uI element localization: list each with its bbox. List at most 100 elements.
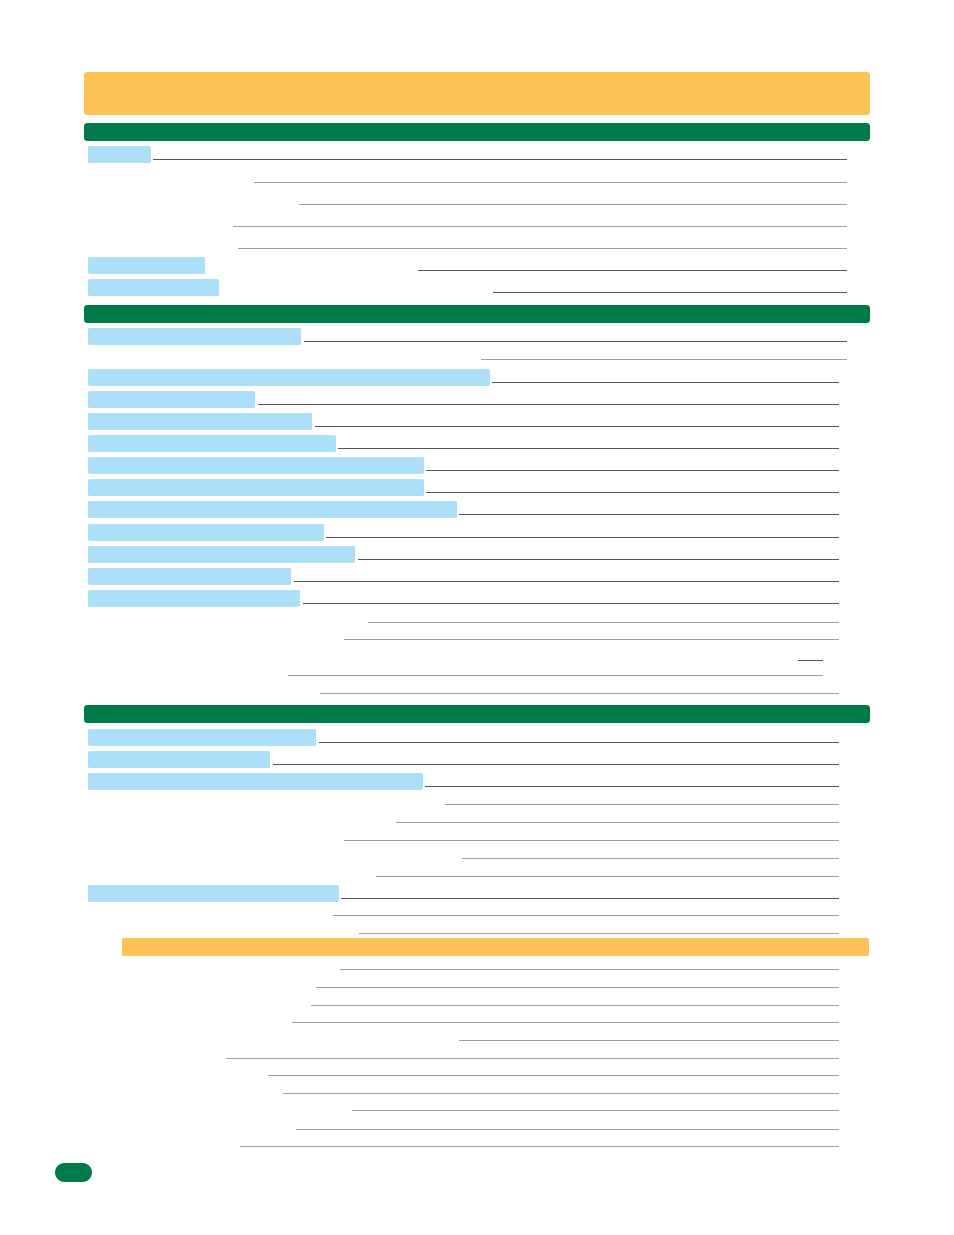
toc-entry — [0, 501, 954, 521]
leader-line — [233, 226, 847, 227]
toc-entry-label — [88, 885, 339, 902]
toc-entry — [0, 848, 954, 868]
leader-line — [294, 581, 839, 582]
toc-entry — [0, 866, 954, 886]
toc-entry — [0, 257, 954, 277]
leader-line — [226, 1058, 839, 1059]
toc-entry — [0, 1065, 954, 1085]
toc-entry-label — [88, 751, 270, 768]
section-heading-1 — [84, 123, 870, 141]
toc-entry — [0, 773, 954, 793]
leader-line — [320, 693, 839, 694]
leader-line — [396, 822, 839, 823]
leader-line — [493, 292, 847, 293]
leader-line — [492, 382, 839, 383]
toc-entry — [0, 413, 954, 433]
leader-line — [481, 359, 847, 360]
toc-entry — [0, 612, 954, 632]
toc-entry-label — [88, 279, 219, 296]
toc-entry — [0, 959, 954, 979]
toc-entry — [0, 172, 954, 192]
toc-entry — [0, 524, 954, 544]
leader-line — [333, 915, 839, 916]
toc-entry-label — [88, 413, 312, 430]
leader-line — [153, 159, 847, 160]
toc-entry-label — [88, 590, 300, 607]
toc-entry — [0, 194, 954, 214]
toc-entry — [0, 479, 954, 499]
toc-entry-label — [88, 391, 255, 408]
title-banner — [84, 72, 870, 115]
leader-line — [338, 448, 839, 449]
leader-line — [303, 603, 839, 604]
toc-entry — [0, 146, 954, 166]
toc-entry-label — [88, 546, 355, 563]
leader-line — [326, 537, 839, 538]
page-number-badge — [55, 1163, 92, 1182]
leader-line — [273, 764, 839, 765]
toc-entry — [0, 830, 954, 850]
toc-entry — [0, 794, 954, 814]
toc-entry — [0, 629, 954, 649]
leader-line — [462, 858, 839, 859]
leader-line — [445, 804, 839, 805]
leader-line — [292, 1022, 839, 1023]
toc-entry — [0, 349, 954, 369]
leader-line — [254, 182, 847, 183]
leader-line — [316, 987, 839, 988]
leader-line — [358, 559, 839, 560]
toc-entry — [0, 995, 954, 1015]
toc-entry — [0, 546, 954, 566]
subsection-heading — [122, 938, 869, 956]
toc-entry — [0, 369, 954, 389]
toc-entry — [0, 435, 954, 455]
toc-entry — [0, 1030, 954, 1050]
leader-line — [238, 248, 847, 249]
toc-entry — [0, 923, 954, 943]
section-heading-3 — [84, 705, 870, 723]
toc-entry — [0, 391, 954, 411]
leader-line — [311, 1005, 839, 1006]
toc-entry-label — [88, 501, 457, 518]
toc-entry — [0, 238, 954, 258]
toc-entry — [0, 977, 954, 997]
toc-entry-label — [88, 479, 424, 496]
leader-line — [299, 204, 847, 205]
toc-entry — [0, 885, 954, 905]
toc-entry-label — [88, 773, 423, 790]
leader-line — [418, 270, 847, 271]
toc-entry-label — [88, 568, 291, 585]
toc-entry-label — [88, 146, 151, 163]
toc-entry — [0, 1048, 954, 1068]
toc-entry — [0, 683, 954, 703]
toc-entry — [0, 1119, 954, 1139]
toc-entry — [0, 751, 954, 771]
toc-entry — [0, 590, 954, 610]
leader-line — [288, 675, 823, 676]
toc-entry — [0, 328, 954, 348]
leader-line — [296, 1129, 839, 1130]
toc-entry — [0, 279, 954, 299]
toc-entry-label — [88, 369, 490, 386]
leader-line — [426, 470, 839, 471]
leader-line — [344, 639, 839, 640]
leader-line — [283, 1093, 839, 1094]
toc-entry — [0, 729, 954, 749]
toc-entry — [0, 665, 954, 685]
leader-line — [344, 840, 839, 841]
toc-entry-label — [88, 457, 424, 474]
toc-entry-label — [88, 435, 336, 452]
leader-line — [258, 404, 839, 405]
toc-entry-label — [88, 524, 324, 541]
toc-entry — [0, 647, 954, 667]
leader-line — [341, 898, 839, 899]
leader-line — [240, 1146, 839, 1147]
toc-entry — [0, 568, 954, 588]
leader-line — [459, 514, 839, 515]
leader-line — [425, 786, 839, 787]
leader-line — [304, 341, 847, 342]
toc-entry — [0, 457, 954, 477]
toc-entry-label — [88, 729, 316, 746]
leader-line — [268, 1075, 839, 1076]
toc-entry-label — [88, 328, 301, 345]
